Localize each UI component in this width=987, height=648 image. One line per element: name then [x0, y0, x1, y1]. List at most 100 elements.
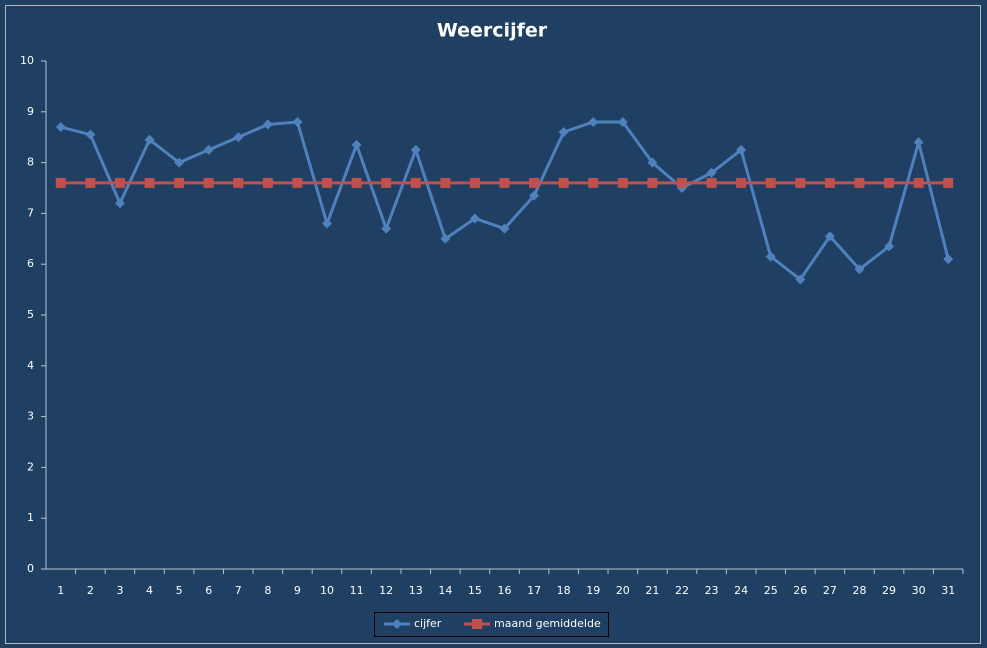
- chart-title: Weercijfer: [437, 20, 548, 42]
- diamond-marker: [292, 116, 303, 127]
- y-tick-label: 10: [20, 54, 34, 67]
- diamond-marker: [529, 190, 540, 201]
- y-tick-label: 8: [27, 156, 34, 169]
- legend-label: maand gemiddelde: [494, 617, 601, 630]
- legend-label: cijfer: [414, 617, 442, 630]
- x-tick-label: 31: [941, 584, 955, 597]
- square-marker: [233, 177, 244, 188]
- y-tick-label: 1: [27, 511, 34, 524]
- diamond-marker: [943, 254, 954, 265]
- diamond-marker: [736, 144, 747, 155]
- x-tick-label: 29: [882, 584, 896, 597]
- x-tick-label: 8: [264, 584, 271, 597]
- y-tick-label: 2: [27, 460, 34, 473]
- diamond-marker: [233, 132, 244, 143]
- y-tick-label: 0: [27, 562, 34, 575]
- square-marker: [499, 177, 510, 188]
- diamond-marker: [647, 157, 658, 168]
- diamond-marker: [884, 241, 895, 252]
- square-marker: [114, 177, 125, 188]
- x-tick-label: 17: [527, 584, 541, 597]
- square-marker: [884, 177, 895, 188]
- legend-marker: [392, 619, 402, 629]
- square-marker: [203, 177, 214, 188]
- y-tick-label: 4: [27, 359, 34, 372]
- square-marker: [647, 177, 658, 188]
- diamond-marker: [262, 119, 273, 130]
- square-marker: [588, 177, 599, 188]
- square-marker: [736, 177, 747, 188]
- diamond-marker: [469, 213, 480, 224]
- x-tick-label: 3: [116, 584, 123, 597]
- x-tick-label: 23: [705, 584, 719, 597]
- diamond-marker: [558, 127, 569, 138]
- diamond-marker: [203, 144, 214, 155]
- x-tick-label: 16: [498, 584, 512, 597]
- x-tick-label: 5: [176, 584, 183, 597]
- x-tick-label: 1: [57, 584, 64, 597]
- diamond-marker: [381, 223, 392, 234]
- square-marker: [824, 177, 835, 188]
- square-marker: [706, 177, 717, 188]
- diamond-marker: [913, 137, 924, 148]
- x-tick-label: 26: [793, 584, 807, 597]
- diamond-marker: [322, 218, 333, 229]
- square-marker: [410, 177, 421, 188]
- square-marker: [943, 177, 954, 188]
- diamond-marker: [824, 231, 835, 242]
- x-tick-label: 21: [645, 584, 659, 597]
- diamond-marker: [795, 274, 806, 285]
- square-marker: [795, 177, 806, 188]
- x-tick-label: 14: [438, 584, 452, 597]
- square-marker: [617, 177, 628, 188]
- x-tick-label: 4: [146, 584, 153, 597]
- diamond-marker: [114, 198, 125, 209]
- square-marker: [144, 177, 155, 188]
- diamond-marker: [351, 139, 362, 150]
- square-marker: [351, 177, 362, 188]
- diamond-marker: [85, 129, 96, 140]
- square-marker: [558, 177, 569, 188]
- square-marker: [322, 177, 333, 188]
- y-tick-label: 5: [27, 308, 34, 321]
- x-tick-label: 12: [379, 584, 393, 597]
- diamond-marker: [410, 144, 421, 155]
- x-tick-label: 27: [823, 584, 837, 597]
- x-tick-label: 9: [294, 584, 301, 597]
- square-marker: [381, 177, 392, 188]
- square-marker: [913, 177, 924, 188]
- diamond-marker: [144, 134, 155, 145]
- square-marker: [854, 177, 865, 188]
- square-marker: [85, 177, 96, 188]
- square-marker: [529, 177, 540, 188]
- y-tick-label: 3: [27, 410, 34, 423]
- x-tick-label: 6: [205, 584, 212, 597]
- x-tick-label: 19: [586, 584, 600, 597]
- square-marker: [262, 177, 273, 188]
- square-marker: [440, 177, 451, 188]
- square-marker: [469, 177, 480, 188]
- x-tick-label: 24: [734, 584, 748, 597]
- square-marker: [676, 177, 687, 188]
- diamond-marker: [617, 116, 628, 127]
- x-tick-label: 7: [235, 584, 242, 597]
- diamond-marker: [706, 167, 717, 178]
- chart-border: [5, 5, 981, 644]
- x-tick-label: 30: [912, 584, 926, 597]
- square-marker: [55, 177, 66, 188]
- diamond-marker: [765, 251, 776, 262]
- y-tick-label: 9: [27, 105, 34, 118]
- diamond-marker: [440, 233, 451, 244]
- legend: [374, 612, 609, 637]
- x-tick-label: 2: [87, 584, 94, 597]
- x-tick-label: 10: [320, 584, 334, 597]
- x-tick-label: 18: [557, 584, 571, 597]
- x-tick-label: 22: [675, 584, 689, 597]
- legend-marker: [472, 619, 482, 629]
- x-tick-label: 13: [409, 584, 423, 597]
- square-marker: [174, 177, 185, 188]
- y-tick-label: 6: [27, 257, 34, 270]
- diamond-marker: [499, 223, 510, 234]
- square-marker: [765, 177, 776, 188]
